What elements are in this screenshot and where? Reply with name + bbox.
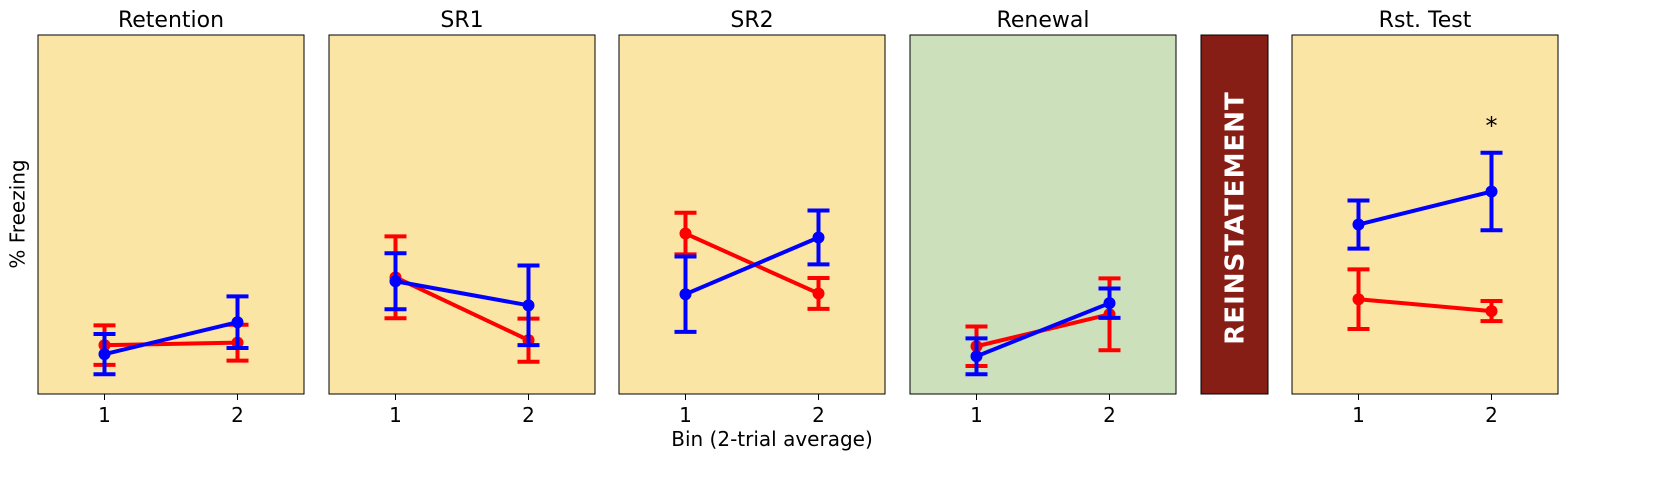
x-tick-label: 1 bbox=[98, 403, 111, 427]
panel-3: Renewal 1 2 bbox=[909, 8, 1177, 427]
panel-background bbox=[37, 34, 305, 395]
series-line-red bbox=[1358, 297, 1492, 314]
significance-marker: * bbox=[1486, 112, 1498, 140]
x-tick-label: 1 bbox=[1352, 403, 1365, 427]
data-point-blue bbox=[231, 316, 244, 329]
data-point-blue bbox=[98, 348, 111, 361]
panel-background bbox=[618, 34, 886, 395]
data-point-blue bbox=[522, 299, 535, 312]
series-line-red bbox=[684, 231, 820, 296]
panel-title: Rst. Test bbox=[1379, 8, 1472, 33]
panel-0: Retention 1 2 bbox=[37, 8, 305, 427]
panel-background bbox=[328, 34, 596, 395]
data-point-blue bbox=[1352, 218, 1365, 231]
data-point-red bbox=[1352, 293, 1365, 306]
series-line-red bbox=[104, 340, 238, 348]
x-tick-label: 2 bbox=[1485, 403, 1498, 427]
data-point-blue bbox=[1485, 185, 1498, 198]
data-point-blue bbox=[812, 231, 825, 244]
x-tick-label: 2 bbox=[231, 403, 244, 427]
series-line-blue bbox=[975, 301, 1111, 359]
data-point-red bbox=[1485, 305, 1498, 318]
data-point-red bbox=[679, 227, 692, 240]
reinstatement-label: REINSTATEMENT bbox=[1221, 91, 1251, 344]
panels: Retention 1 2 SR1 1 2 SR2 1 2 Renewal 1 2 Rst. Test 1… bbox=[37, 8, 1559, 427]
x-tick-label: 1 bbox=[679, 403, 692, 427]
x-tick-label: 1 bbox=[970, 403, 983, 427]
x-tick-label: 2 bbox=[812, 403, 825, 427]
data-point-blue bbox=[389, 275, 402, 288]
panel-background bbox=[1291, 34, 1559, 395]
panel-background bbox=[909, 34, 1177, 395]
x-tick-label: 2 bbox=[522, 403, 535, 427]
panel-title: SR2 bbox=[730, 8, 773, 33]
panel-4: Rst. Test 1 2 * bbox=[1291, 8, 1559, 427]
panel-title: Renewal bbox=[997, 8, 1090, 33]
reinstatement-banner: REINSTATEMENT bbox=[1200, 34, 1269, 395]
series-line-blue bbox=[684, 235, 820, 297]
reinstatement-banner-box bbox=[1200, 34, 1269, 395]
series-line-blue bbox=[104, 320, 238, 357]
series-line-blue bbox=[395, 279, 529, 308]
series-line-blue bbox=[1358, 189, 1492, 227]
data-point-blue bbox=[679, 288, 692, 301]
series-line-red bbox=[394, 275, 530, 342]
data-point-blue bbox=[970, 350, 983, 363]
panel-1: SR1 1 2 bbox=[328, 8, 596, 427]
x-tick-label: 2 bbox=[1103, 403, 1116, 427]
data-point-blue bbox=[1103, 297, 1116, 310]
panel-2: SR2 1 2 bbox=[618, 8, 886, 427]
data-point-red bbox=[812, 287, 825, 300]
panel-title: SR1 bbox=[440, 8, 483, 33]
y-axis-label: % Freezing bbox=[6, 159, 30, 268]
x-axis-label: Bin (2-trial average) bbox=[671, 427, 873, 451]
x-tick-label: 1 bbox=[389, 403, 402, 427]
panel-title: Retention bbox=[118, 8, 224, 33]
